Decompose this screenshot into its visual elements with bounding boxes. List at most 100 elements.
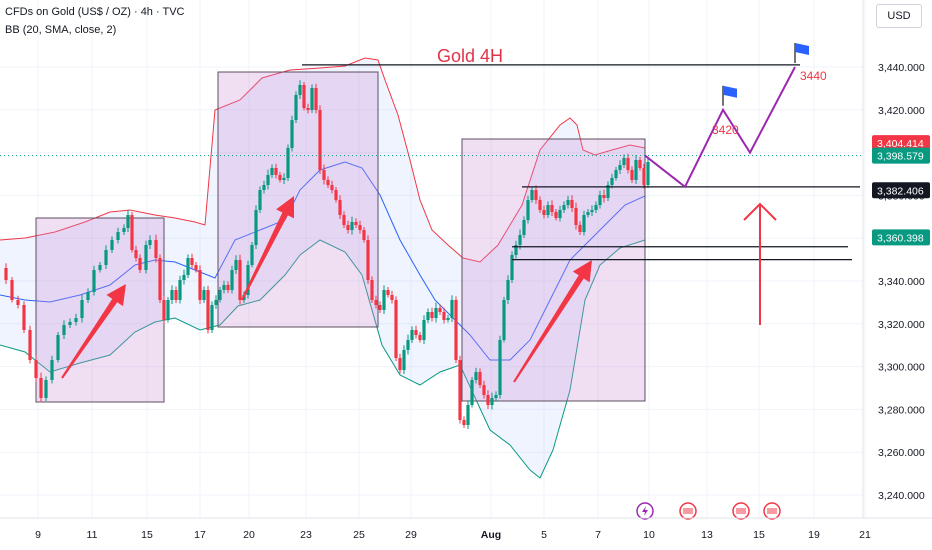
candle-body-down[interactable] [626, 158, 630, 170]
candle-body-up[interactable] [598, 195, 602, 205]
candle-body-down[interactable] [322, 170, 326, 180]
candle-body-down[interactable] [390, 295, 394, 300]
candle-body-up[interactable] [450, 300, 454, 318]
candle-body-down[interactable] [314, 88, 318, 110]
candle-body-down[interactable] [430, 312, 434, 318]
candle-body-down[interactable] [162, 300, 166, 320]
candle-body-up[interactable] [68, 322, 72, 325]
consolidation-box[interactable] [217, 71, 379, 328]
candle-body-up[interactable] [86, 292, 90, 300]
candle-body-down[interactable] [226, 285, 230, 290]
trend-arrow-2[interactable] [241, 196, 294, 301]
candle-body-down[interactable] [34, 360, 38, 378]
candle-body-up[interactable] [410, 330, 414, 340]
candle-body-down[interactable] [418, 335, 422, 340]
candle-body-up[interactable] [170, 290, 174, 300]
candle-body-up[interactable] [446, 318, 450, 320]
consolidation-box[interactable] [35, 217, 165, 403]
candle-body-up[interactable] [266, 175, 270, 185]
candle-body-up[interactable] [526, 200, 530, 220]
candle-body-up[interactable] [610, 178, 614, 185]
candle-body-down[interactable] [130, 215, 134, 250]
candle-body-up[interactable] [166, 300, 170, 320]
candle-body-down[interactable] [574, 208, 578, 225]
candlestick-series[interactable] [4, 80, 650, 429]
candle-body-down[interactable] [538, 200, 542, 210]
candle-body-down[interactable] [338, 200, 342, 215]
candle-body-up[interactable] [202, 290, 206, 300]
candle-body-up[interactable] [606, 185, 610, 198]
candle-body-up[interactable] [582, 215, 586, 232]
candle-body-up[interactable] [506, 280, 510, 300]
candle-body-up[interactable] [186, 258, 190, 275]
candle-body-down[interactable] [16, 300, 20, 305]
candle-body-down[interactable] [462, 420, 466, 425]
candle-body-down[interactable] [374, 300, 378, 305]
candle-body-down[interactable] [154, 240, 158, 258]
candle-body-up[interactable] [116, 232, 120, 240]
candle-body-up[interactable] [514, 245, 518, 255]
candle-body-down[interactable] [342, 215, 346, 225]
candle-body-up[interactable] [50, 360, 54, 380]
candle-body-down[interactable] [534, 190, 538, 200]
candle-body-up[interactable] [562, 205, 566, 210]
candle-body-down[interactable] [346, 225, 350, 230]
candle-body-down[interactable] [438, 308, 442, 312]
candle-body-down[interactable] [134, 250, 138, 258]
candle-body-down[interactable] [454, 300, 458, 360]
candle-body-up[interactable] [110, 240, 114, 250]
candle-body-up[interactable] [230, 270, 234, 290]
candle-body-up[interactable] [474, 372, 478, 380]
candle-body-down[interactable] [398, 358, 402, 370]
candle-body-up[interactable] [62, 325, 66, 335]
candle-body-down[interactable] [366, 240, 370, 280]
candle-body-up[interactable] [530, 190, 534, 200]
candle-body-up[interactable] [434, 308, 438, 318]
candle-body-down[interactable] [638, 160, 642, 168]
candle-body-up[interactable] [234, 260, 238, 270]
candle-body-down[interactable] [158, 258, 162, 300]
candle-body-down[interactable] [414, 330, 418, 335]
candle-body-up[interactable] [254, 210, 258, 245]
candle-body-up[interactable] [566, 200, 570, 205]
candle-body-up[interactable] [422, 320, 426, 340]
candle-body-down[interactable] [354, 222, 358, 225]
candle-body-up[interactable] [74, 318, 78, 322]
candle-body-down[interactable] [278, 175, 282, 180]
candle-body-up[interactable] [490, 398, 494, 405]
candle-body-down[interactable] [334, 190, 338, 200]
candle-body-up[interactable] [218, 290, 222, 300]
candle-body-up[interactable] [298, 85, 302, 95]
price-label-badge[interactable] [872, 182, 930, 199]
candle-body-down[interactable] [630, 170, 634, 180]
candle-body-down[interactable] [206, 290, 210, 330]
candle-body-up[interactable] [214, 300, 218, 305]
candle-body-up[interactable] [250, 245, 254, 265]
candle-body-down[interactable] [4, 268, 8, 280]
candle-body-up[interactable] [646, 162, 650, 185]
candle-body-down[interactable] [190, 258, 194, 265]
candle-body-down[interactable] [302, 85, 306, 108]
candle-body-up[interactable] [286, 148, 290, 178]
candle-body-down[interactable] [378, 305, 382, 310]
candle-body-up[interactable] [80, 300, 84, 318]
candle-body-up[interactable] [122, 228, 126, 232]
candle-body-up[interactable] [290, 120, 294, 148]
candle-body-up[interactable] [210, 305, 214, 330]
candle-body-down[interactable] [542, 210, 546, 215]
candle-body-down[interactable] [330, 185, 334, 190]
candle-body-down[interactable] [578, 225, 582, 232]
candle-body-up[interactable] [618, 165, 622, 170]
candle-body-up[interactable] [498, 340, 502, 395]
candle-body-down[interactable] [28, 330, 32, 360]
candle-body-down[interactable] [458, 360, 462, 420]
candle-body-up[interactable] [148, 240, 152, 245]
consolidation-box[interactable] [461, 138, 646, 402]
price-axis[interactable]: 3,240.000 3,260.000 3,280.000 3,300.000 3,32… [862, 0, 930, 518]
candle-body-down[interactable] [10, 280, 14, 300]
indicator-legend[interactable]: BB (20, SMA, close, 2) [5, 24, 117, 36]
candle-body-up[interactable] [402, 350, 406, 370]
candle-body-up[interactable] [426, 312, 430, 320]
candle-body-down[interactable] [570, 200, 574, 208]
